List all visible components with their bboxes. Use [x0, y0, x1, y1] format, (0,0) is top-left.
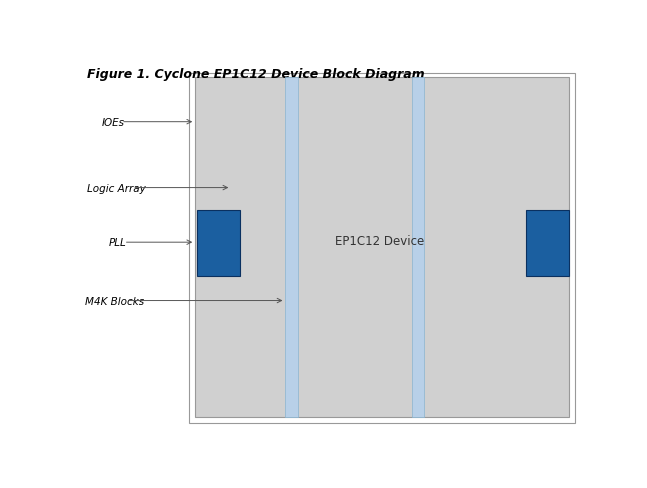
Text: PLL: PLL: [109, 238, 126, 248]
Text: M4K Blocks: M4K Blocks: [85, 296, 144, 306]
Bar: [189, 74, 575, 423]
Bar: [197, 211, 240, 277]
Text: Figure 1. Cyclone EP1C12 Device Block Diagram: Figure 1. Cyclone EP1C12 Device Block Di…: [87, 68, 424, 81]
Text: EP1C12 Device: EP1C12 Device: [334, 234, 424, 247]
Text: Logic Array: Logic Array: [87, 183, 146, 193]
Bar: [526, 211, 569, 277]
Bar: [195, 78, 569, 417]
Text: IOEs: IOEs: [102, 118, 125, 127]
Bar: [412, 78, 424, 417]
Bar: [285, 78, 298, 417]
